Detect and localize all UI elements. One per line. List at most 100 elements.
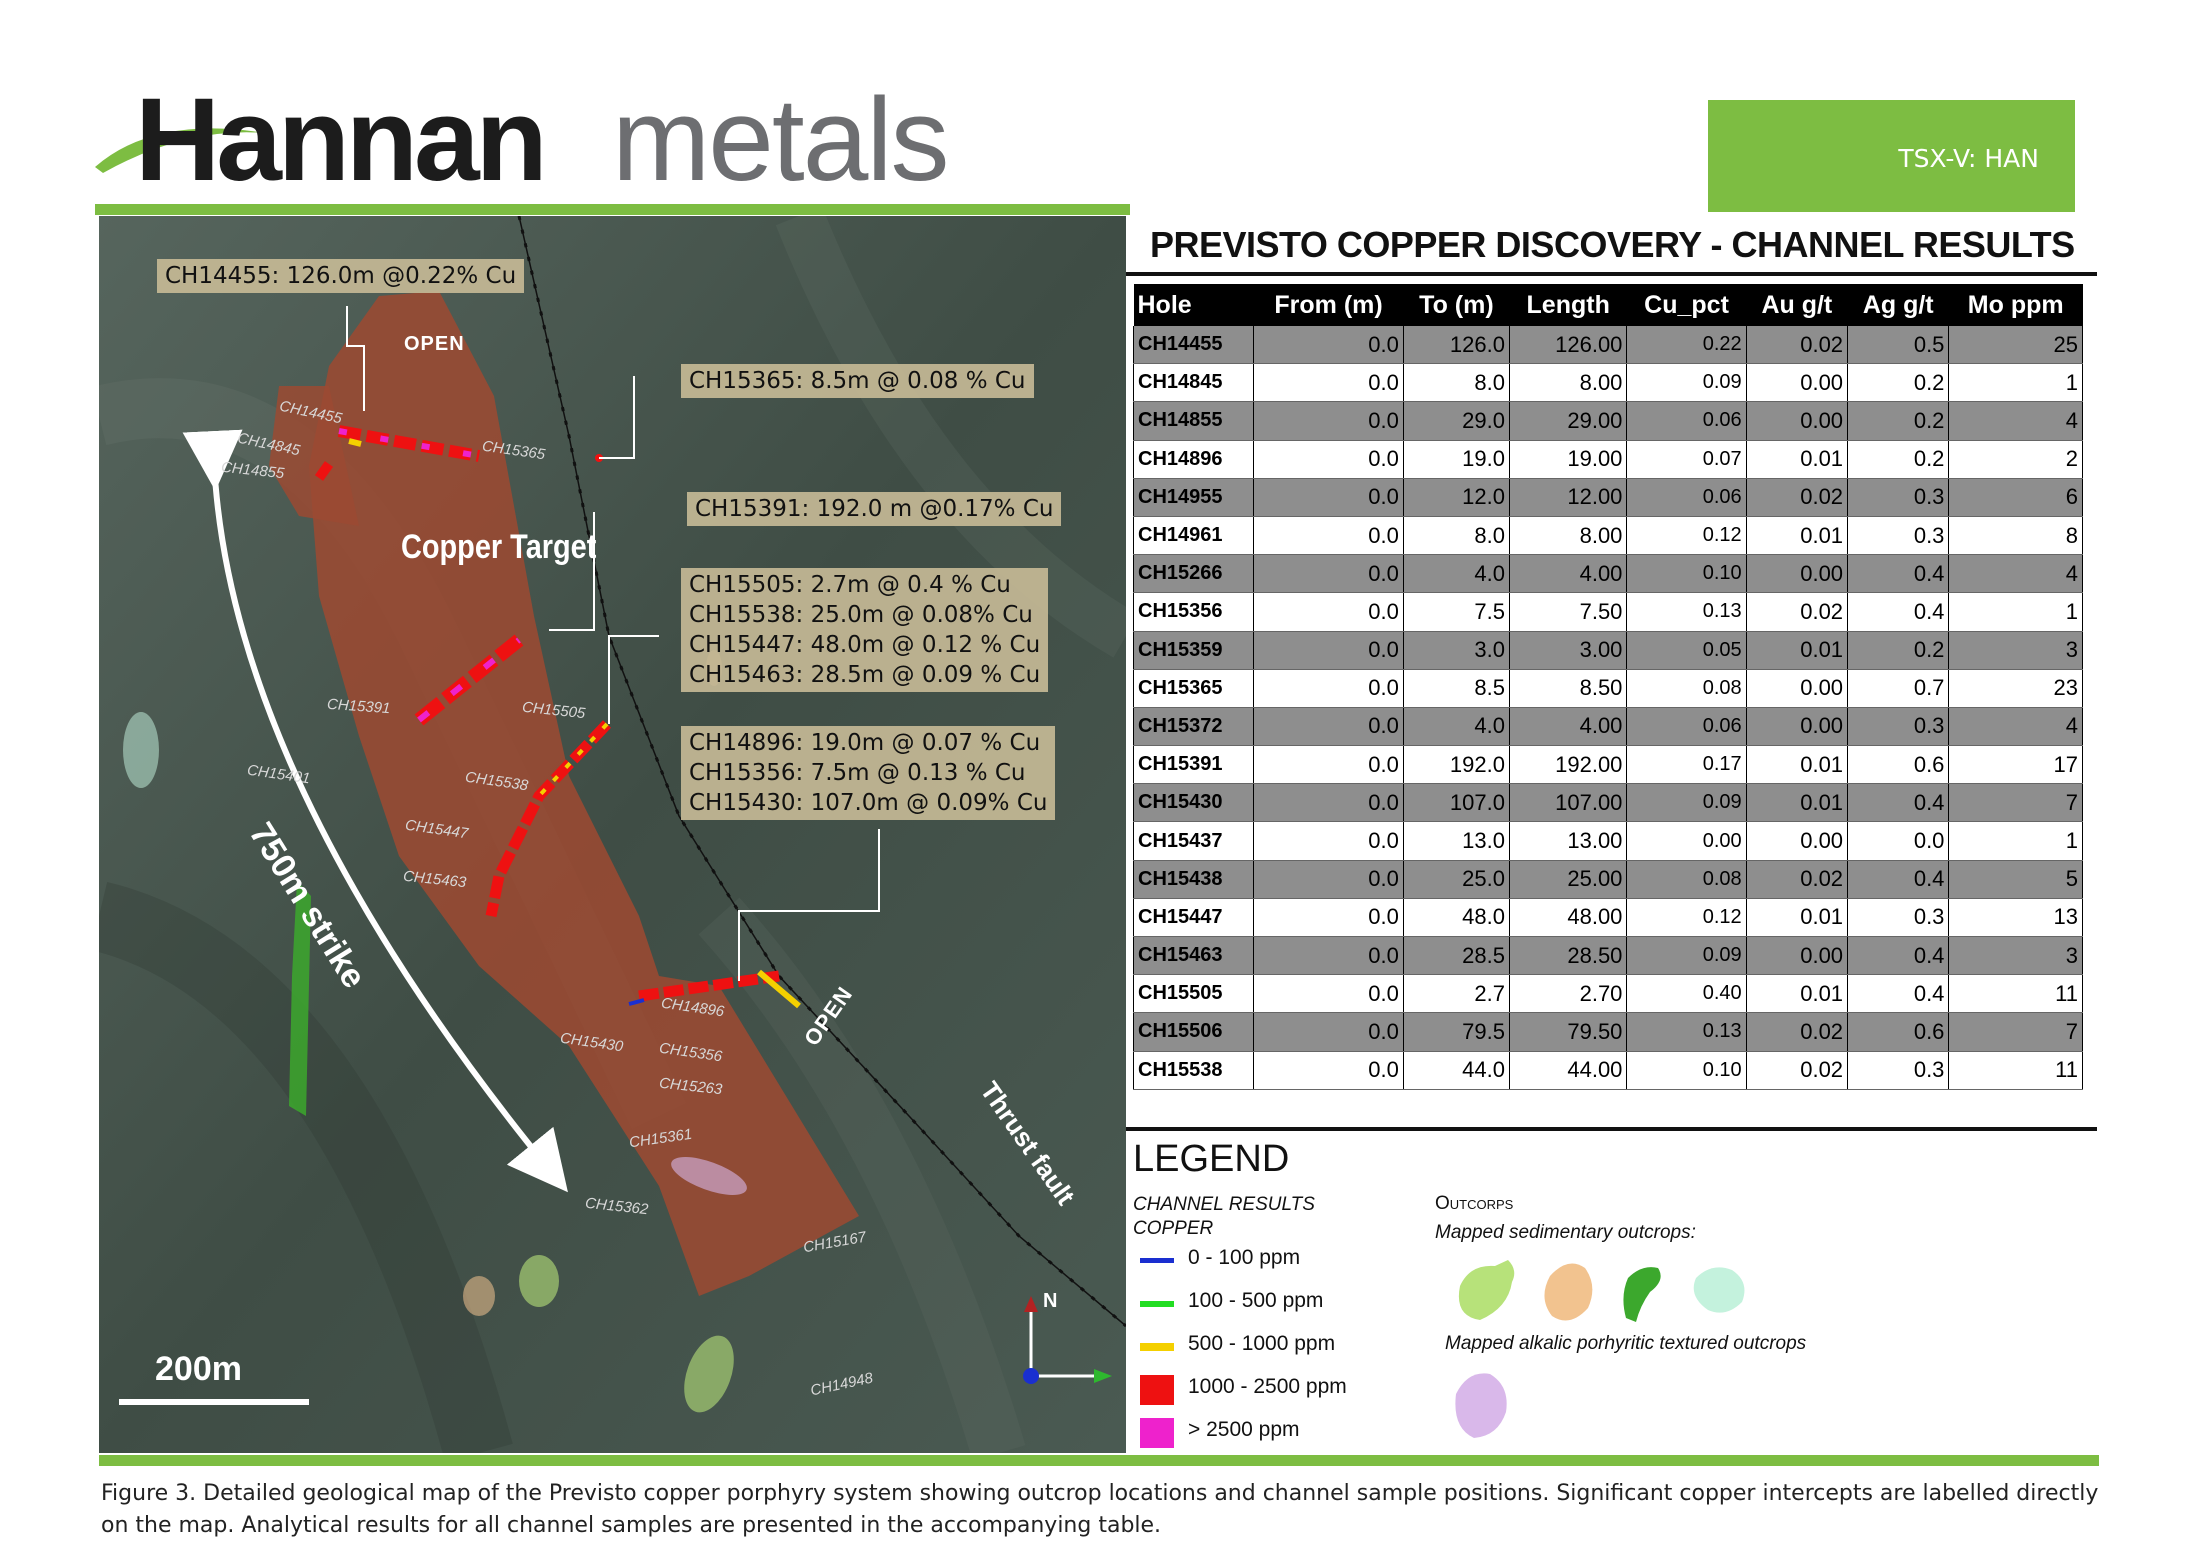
table-cell: 0.5 <box>1847 326 1950 365</box>
table-cell: 107.0 <box>1402 783 1510 823</box>
table-cell: 3 <box>1948 936 2083 976</box>
table-cell: 0.4 <box>1847 936 1950 976</box>
table-cell: 0.4 <box>1847 554 1950 594</box>
logo-text-light: metals <box>612 75 948 205</box>
table-row: CH15506 0.0 79.5 79.50 0.13 0.02 0.6 7 <box>1132 1012 2083 1052</box>
legend-swatch <box>1140 1258 1174 1263</box>
column-header: Mo ppm <box>1948 284 2083 326</box>
table-cell: 8.0 <box>1402 516 1510 556</box>
table-cell: 0.0 <box>1253 363 1404 403</box>
hole-id-cell: CH15365 <box>1132 669 1255 708</box>
hole-id-cell: CH14961 <box>1132 516 1255 556</box>
table-row: CH15372 0.0 4.0 4.00 0.06 0.00 0.3 4 <box>1132 707 2083 747</box>
table-row: CH14955 0.0 12.0 12.00 0.06 0.02 0.3 6 <box>1132 478 2083 517</box>
hole-id-cell: CH14455 <box>1132 326 1255 365</box>
table-cell: 0.10 <box>1626 1051 1747 1090</box>
table-cell: 0.00 <box>1745 401 1849 441</box>
hole-id-cell: CH15266 <box>1132 554 1255 594</box>
table-cell: 0.06 <box>1626 707 1747 747</box>
table-cell: 8.00 <box>1508 363 1628 403</box>
table-cell: 4.0 <box>1402 707 1510 747</box>
channel-results-table: Hole From (m) To (m) Length Cu_pct Au g/… <box>1132 284 2083 1090</box>
table-cell: 4.0 <box>1402 554 1510 594</box>
logo-swoosh-icon: Hannan metals <box>95 74 950 206</box>
ticker-banner: TSX-V: HAN <box>1708 100 2075 212</box>
table-cell: 0.0 <box>1253 783 1404 823</box>
hole-id-cell: CH15505 <box>1132 974 1255 1014</box>
table-cell: 0.02 <box>1745 326 1849 365</box>
hole-id-cell: CH15506 <box>1132 1012 1255 1052</box>
table-cell: 0.12 <box>1626 516 1747 556</box>
copper-target-label: Copper Target <box>401 528 597 566</box>
table-cell: 0.01 <box>1745 516 1849 556</box>
table-cell: 28.50 <box>1508 936 1628 976</box>
table-cell: 0.3 <box>1847 516 1950 556</box>
table-cell: 0.0 <box>1253 554 1404 594</box>
company-logo: Hannan metals <box>95 74 975 206</box>
table-cell: 4.00 <box>1508 554 1628 594</box>
table-cell: 0.3 <box>1847 898 1950 938</box>
table-row: CH15266 0.0 4.0 4.00 0.10 0.00 0.4 4 <box>1132 554 2083 594</box>
table-cell: 0.0 <box>1253 860 1404 899</box>
table-cell: 3.00 <box>1508 631 1628 670</box>
table-cell: 11 <box>1948 1051 2083 1090</box>
table-header-row: Hole From (m) To (m) Length Cu_pct Au g/… <box>1133 284 2083 326</box>
table-cell: 0.0 <box>1253 898 1404 938</box>
table-cell: 0.00 <box>1745 363 1849 403</box>
table-cell: 0.05 <box>1626 631 1747 670</box>
footer-divider <box>99 1455 2099 1466</box>
table-cell: 48.00 <box>1508 898 1628 938</box>
hole-id-cell: CH15391 <box>1132 745 1255 785</box>
table-row: CH15447 0.0 48.0 48.00 0.12 0.01 0.3 13 <box>1132 898 2083 938</box>
table-cell: 126.0 <box>1402 326 1510 365</box>
table-cell: 0.3 <box>1847 707 1950 747</box>
table-cell: 25.0 <box>1402 860 1510 899</box>
legend-title: LEGEND <box>1133 1138 1290 1180</box>
open-label-north: OPEN <box>404 333 465 355</box>
legend-swatch <box>1140 1301 1174 1307</box>
table-row: CH15437 0.0 13.0 13.00 0.00 0.00 0.0 1 <box>1132 821 2083 861</box>
north-label: N <box>1043 1290 1058 1312</box>
table-cell: 0.0 <box>1253 669 1404 708</box>
table-cell: 0.13 <box>1626 1012 1747 1052</box>
table-cell: 0.3 <box>1847 478 1950 517</box>
table-cell: 0.00 <box>1745 707 1849 747</box>
north-arrow-icon <box>1023 1296 1112 1384</box>
table-cell: 44.00 <box>1508 1051 1628 1090</box>
table-cell: 0.4 <box>1847 783 1950 823</box>
table-cell: 0.0 <box>1253 631 1404 670</box>
column-header: To (m) <box>1403 284 1510 326</box>
table-bottom-rule <box>1126 1127 2097 1131</box>
table-cell: 28.5 <box>1402 936 1510 976</box>
hole-id-cell: CH15447 <box>1132 898 1255 938</box>
table-cell: 0.4 <box>1847 974 1950 1014</box>
table-row: CH15430 0.0 107.0 107.00 0.09 0.01 0.4 7 <box>1132 783 2083 823</box>
table-cell: 0.01 <box>1745 745 1849 785</box>
table-cell: 1 <box>1948 363 2083 403</box>
table-cell: 0.0 <box>1253 745 1404 785</box>
table-cell: 2.70 <box>1508 974 1628 1014</box>
table-cell: 44.0 <box>1402 1051 1510 1090</box>
table-cell: 0.02 <box>1745 1012 1849 1052</box>
table-cell: 11 <box>1948 974 2083 1014</box>
table-cell: 3.0 <box>1402 631 1510 670</box>
table-cell: 0.06 <box>1626 478 1747 517</box>
hole-id-cell: CH15463 <box>1132 936 1255 976</box>
hole-id-cell: CH15538 <box>1132 1051 1255 1090</box>
table-cell: 0.00 <box>1745 936 1849 976</box>
table-cell: 2 <box>1948 440 2083 479</box>
table-cell: 0.22 <box>1626 326 1747 365</box>
column-header: Length <box>1509 284 1627 326</box>
table-row: CH14455 0.0 126.0 126.00 0.22 0.02 0.5 25 <box>1132 326 2083 365</box>
table-cell: 5 <box>1948 860 2083 899</box>
table-cell: 0.02 <box>1745 478 1849 517</box>
table-cell: 0.0 <box>1253 401 1404 441</box>
hole-id-cell: CH15356 <box>1132 592 1255 632</box>
table-cell: 79.50 <box>1508 1012 1628 1052</box>
table-cell: 8 <box>1948 516 2083 556</box>
table-cell: 0.0 <box>1253 1012 1404 1052</box>
hole-id-cell: CH14845 <box>1132 363 1255 403</box>
legend-swatch <box>1140 1375 1174 1405</box>
table-cell: 79.5 <box>1402 1012 1510 1052</box>
table-cell: 0.4 <box>1847 592 1950 632</box>
